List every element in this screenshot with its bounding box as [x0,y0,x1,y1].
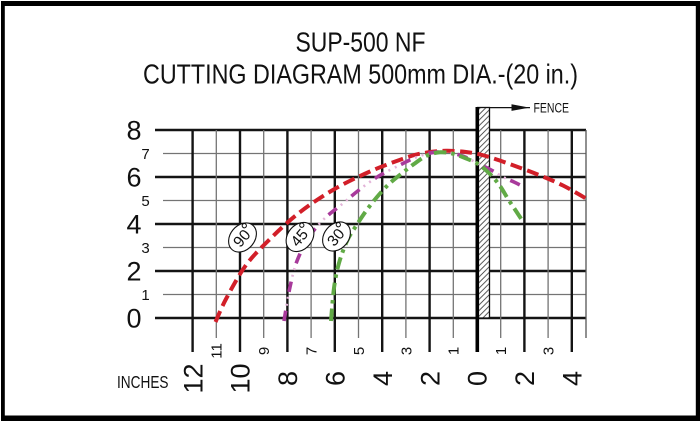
svg-text:INCHES: INCHES [117,372,169,392]
svg-text:SUP-500 NF: SUP-500 NF [296,27,426,58]
svg-text:4: 4 [558,371,588,386]
svg-text:9: 9 [256,347,273,355]
svg-text:8: 8 [126,116,141,146]
svg-text:3: 3 [398,347,415,355]
svg-text:6: 6 [126,163,141,193]
svg-text:11: 11 [209,343,226,359]
svg-text:0: 0 [463,371,493,386]
svg-text:7: 7 [141,146,149,163]
svg-text:3: 3 [541,347,558,355]
svg-text:CUTTING DIAGRAM 500mm DIA.-(20: CUTTING DIAGRAM 500mm DIA.-(20 in.) [143,59,578,90]
svg-text:1: 1 [493,347,510,355]
svg-text:1: 1 [141,287,149,304]
svg-text:2: 2 [510,371,540,386]
svg-text:8: 8 [273,371,303,386]
svg-text:5: 5 [351,347,368,355]
svg-text:6: 6 [321,371,351,386]
svg-text:2: 2 [415,371,445,386]
svg-text:4: 4 [368,371,398,386]
svg-text:0: 0 [126,304,141,334]
svg-text:1: 1 [446,347,463,355]
svg-text:3: 3 [141,240,149,257]
svg-text:FENCE: FENCE [534,101,570,116]
svg-text:4: 4 [126,210,141,240]
svg-text:5: 5 [141,193,149,210]
svg-text:10: 10 [226,363,256,393]
svg-text:2: 2 [126,257,141,287]
svg-text:7: 7 [304,347,321,355]
svg-text:12: 12 [178,363,208,393]
